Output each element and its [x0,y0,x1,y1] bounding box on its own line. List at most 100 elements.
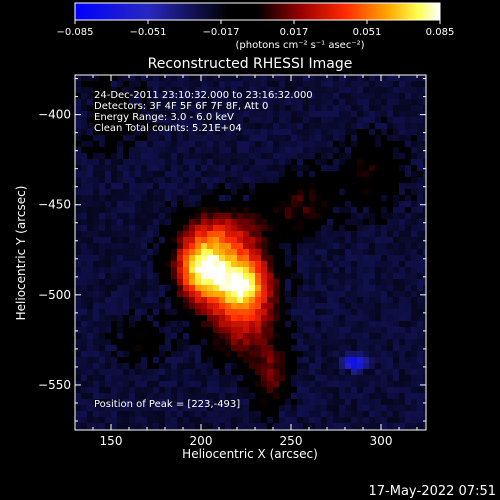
heatmap-cell [387,189,393,195]
heatmap-cell [81,75,87,81]
heatmap-cell [345,141,351,147]
heatmap-cell [369,387,375,393]
heatmap-cell [87,183,93,189]
heatmap-cell [165,219,171,225]
heatmap-cell [249,315,255,321]
heatmap-cell [411,339,417,345]
heatmap-cell [147,309,153,315]
heatmap-cell [243,159,249,165]
heatmap-cell [75,267,81,273]
heatmap-cell [327,93,333,99]
heatmap-cell [375,225,381,231]
heatmap-cell [219,231,225,237]
heatmap-cell [177,309,183,315]
heatmap-cell [333,111,339,117]
heatmap-cell [303,207,309,213]
heatmap-cell [213,411,219,417]
heatmap-cell [381,393,387,399]
heatmap-cell [129,237,135,243]
heatmap-cell [219,81,225,87]
heatmap-cell [195,153,201,159]
heatmap-cell [255,243,261,249]
heatmap-cell [267,267,273,273]
heatmap-cell [405,303,411,309]
heatmap-cell [153,81,159,87]
heatmap-cell [321,213,327,219]
heatmap-cell [201,117,207,123]
heatmap-cell [405,129,411,135]
heatmap-cell [411,291,417,297]
heatmap-cell [309,135,315,141]
heatmap-cell [243,321,249,327]
heatmap-cell [333,393,339,399]
heatmap-cell [111,165,117,171]
heatmap-cell [183,165,189,171]
heatmap-cell [363,237,369,243]
heatmap-cell [267,261,273,267]
heatmap-cell [423,165,426,171]
heatmap-cell [117,375,123,381]
heatmap-cell [231,351,237,357]
heatmap-cell [225,357,231,363]
heatmap-cell [309,387,315,393]
heatmap-cell [309,189,315,195]
heatmap-cell [99,417,105,423]
heatmap-cell [189,339,195,345]
x-tick-label: 150 [100,434,123,448]
heatmap-cell [243,309,249,315]
heatmap-cell [327,267,333,273]
heatmap-cell [171,393,177,399]
heatmap-cell [237,135,243,141]
heatmap-cell [75,351,81,357]
heatmap-cell [93,153,99,159]
heatmap-cell [399,399,405,405]
heatmap-cell [261,111,267,117]
heatmap-cell [273,333,279,339]
heatmap-cell [309,363,315,369]
heatmap-cell [369,225,375,231]
heatmap-cell [393,375,399,381]
heatmap-cell [333,201,339,207]
heatmap-cell [135,339,141,345]
heatmap-cell [99,207,105,213]
heatmap-cell [327,195,333,201]
heatmap-cell [345,111,351,117]
heatmap-cell [351,129,357,135]
heatmap-cell [285,351,291,357]
heatmap-cell [375,87,381,93]
heatmap-cell [183,81,189,87]
heatmap-cell [111,87,117,93]
heatmap-cell [363,99,369,105]
heatmap-cell [225,369,231,375]
heatmap-cell [237,267,243,273]
heatmap-cell [273,285,279,291]
heatmap-cell [255,315,261,321]
heatmap-cell [363,105,369,111]
heatmap-cell [327,75,333,81]
heatmap-cell [255,189,261,195]
heatmap-cell [81,189,87,195]
heatmap-cell [147,291,153,297]
heatmap-cell [213,105,219,111]
heatmap-cell [159,177,165,183]
heatmap-cell [327,135,333,141]
heatmap-cell [129,327,135,333]
heatmap-cell [309,141,315,147]
heatmap-cell [363,213,369,219]
heatmap-cell [405,285,411,291]
heatmap-cell [411,147,417,153]
heatmap-cell [129,225,135,231]
heatmap-cell [159,387,165,393]
heatmap-cell [387,393,393,399]
heatmap-cell [93,117,99,123]
heatmap-cell [147,219,153,225]
heatmap-cell [195,393,201,399]
heatmap-cell [423,75,426,81]
heatmap-cell [387,291,393,297]
heatmap-cell [267,327,273,333]
heatmap-cell [225,135,231,141]
heatmap-cell [225,339,231,345]
heatmap-cell [81,261,87,267]
heatmap-cell [327,213,333,219]
heatmap-cell [297,135,303,141]
